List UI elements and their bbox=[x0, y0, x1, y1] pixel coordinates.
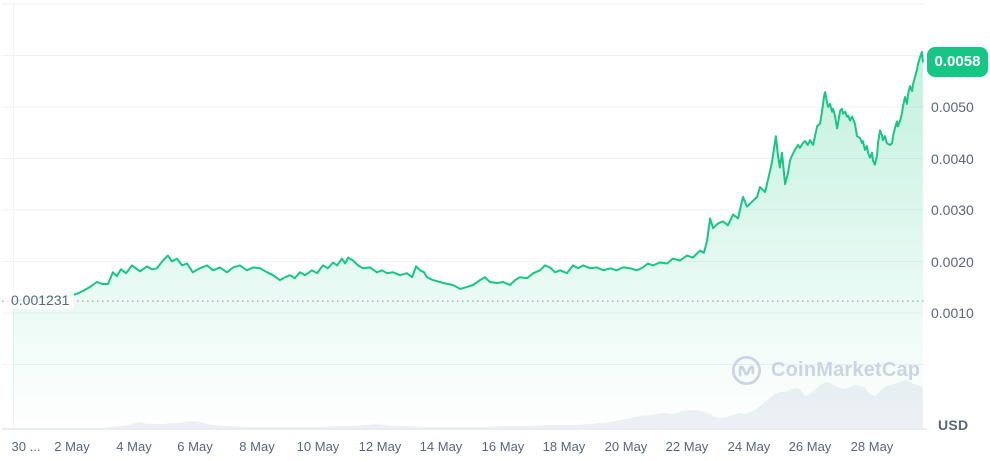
coinmarketcap-logo-icon bbox=[731, 355, 762, 386]
x-axis-tick: 16 May bbox=[481, 439, 525, 454]
x-axis-baseline bbox=[2, 428, 927, 430]
x-axis-tick: 30 ... bbox=[11, 439, 41, 454]
price-line bbox=[12, 51, 924, 303]
last-price-badge: 0.0058 bbox=[927, 47, 988, 77]
x-axis-tick: 26 May bbox=[788, 439, 832, 454]
currency-unit-label: USD bbox=[938, 417, 969, 433]
x-axis-tick: 2 May bbox=[54, 439, 90, 454]
x-axis-tick: 20 May bbox=[604, 439, 648, 454]
x-axis-tick: 10 May bbox=[296, 439, 340, 454]
x-axis-tick: 6 May bbox=[177, 439, 213, 454]
watermark-text: CoinMarketCap bbox=[771, 359, 921, 381]
y-axis-tick: 0.0040 bbox=[931, 151, 974, 167]
y-axis-tick: 0.0050 bbox=[931, 99, 974, 115]
x-axis-tick: 12 May bbox=[358, 439, 402, 454]
x-axis-tick: 4 May bbox=[116, 439, 152, 454]
x-axis-tick: 24 May bbox=[727, 439, 771, 454]
x-axis-tick: 28 May bbox=[850, 439, 894, 454]
y-axis-tick: 0.0030 bbox=[931, 202, 974, 218]
reference-price-label: 0.001231 bbox=[6, 291, 75, 309]
x-axis-tick: 14 May bbox=[419, 439, 463, 454]
y-axis-tick: 0.0010 bbox=[931, 305, 974, 321]
price-area-fill bbox=[13, 52, 923, 430]
y-axis-tick: 0.0020 bbox=[931, 254, 974, 270]
x-axis-tick: 18 May bbox=[542, 439, 586, 454]
x-axis-tick: 8 May bbox=[239, 439, 275, 454]
watermark: CoinMarketCap bbox=[731, 354, 920, 387]
x-axis-tick: 22 May bbox=[665, 439, 709, 454]
x-axis[interactable]: 30 ... 2 May 4 May 6 May 8 May 10 May 12 May 14… bbox=[0, 439, 990, 459]
